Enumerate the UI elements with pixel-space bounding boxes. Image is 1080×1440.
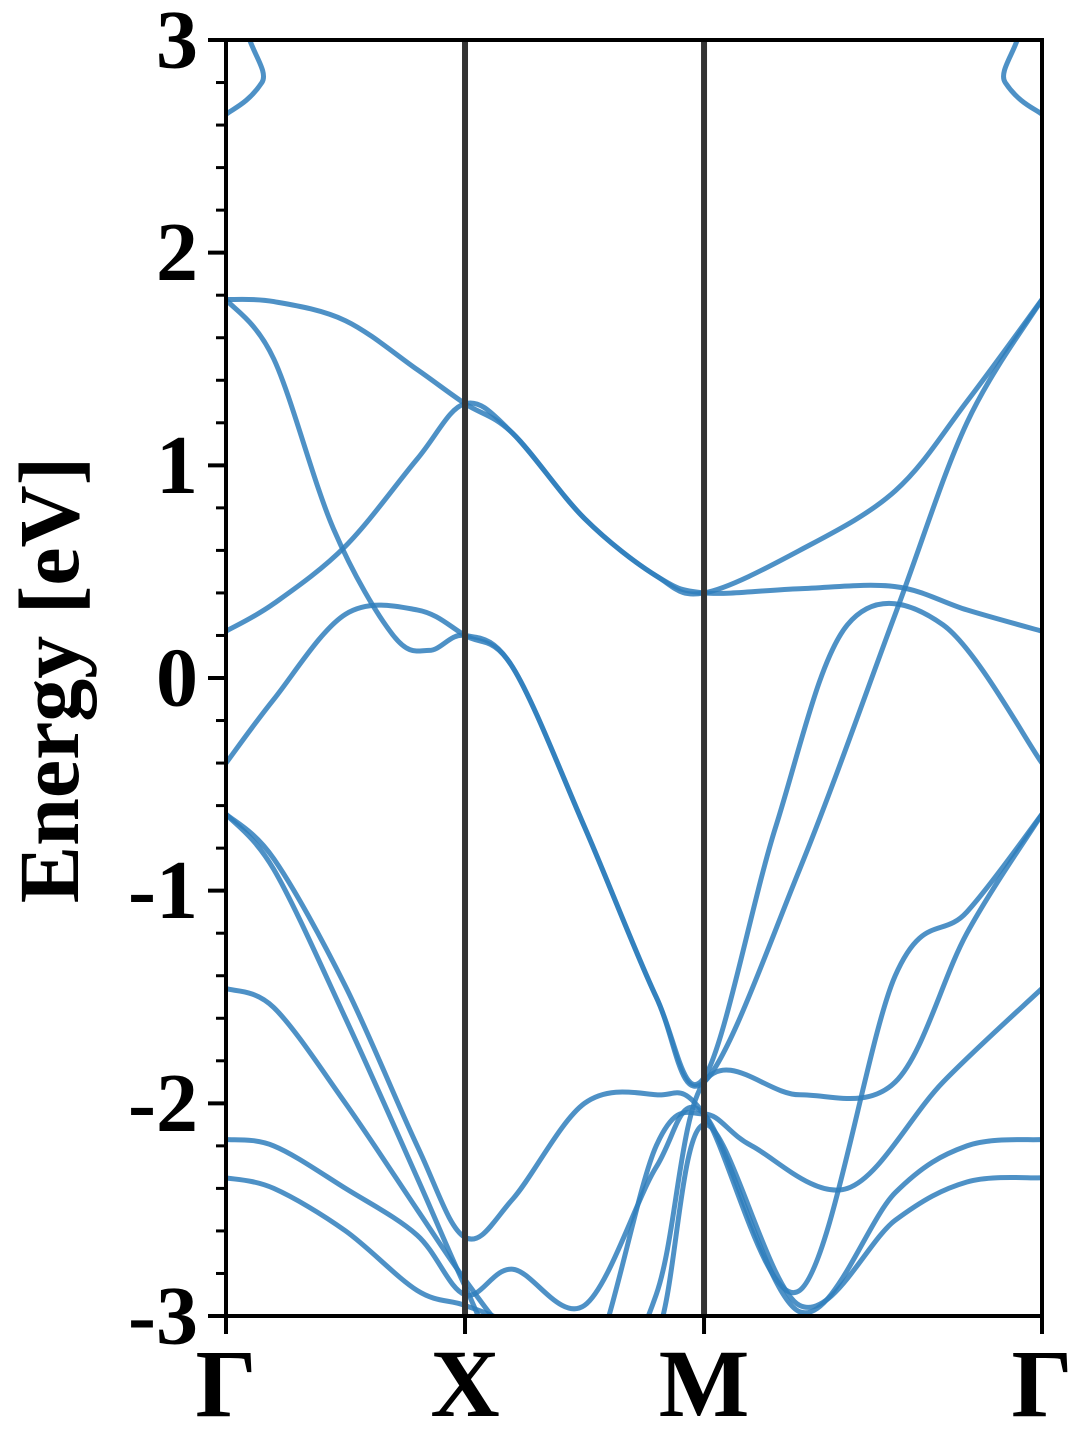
band-line-7	[226, 297, 1042, 1089]
x-tick-label: M	[659, 1330, 750, 1437]
band-line-5	[226, 811, 1042, 1296]
x-tick-label: X	[430, 1330, 499, 1437]
y-tick-label: 0	[156, 632, 198, 725]
bands-layer	[226, 40, 1042, 1316]
band-line-8	[226, 400, 1042, 634]
y-tick-label: -2	[128, 1057, 198, 1150]
y-tick-label: -1	[128, 844, 198, 937]
y-tick-label: 2	[156, 206, 198, 299]
y-axis-ticks: -3 -2 -1 0 1 2 3	[128, 0, 226, 1363]
y-tick-label: 1	[156, 419, 198, 512]
band-line-3	[226, 986, 1042, 1316]
band-line-6	[226, 600, 1042, 1088]
x-tick-label: Γ	[195, 1330, 256, 1437]
band-line-9	[226, 296, 1042, 597]
x-tick-label: Γ	[1011, 1330, 1072, 1437]
y-tick-label: -3	[128, 1270, 198, 1363]
band-line-10	[226, 40, 1042, 117]
band-line-4	[226, 811, 1042, 1316]
plot-frame	[224, 38, 1044, 1318]
band-line-1	[226, 1122, 1042, 1316]
high-symmetry-dividers	[462, 40, 708, 1316]
band-line-2	[226, 1104, 1042, 1316]
y-axis-label: Energy [eV]	[1, 457, 97, 904]
y-tick-label: 3	[156, 0, 198, 87]
